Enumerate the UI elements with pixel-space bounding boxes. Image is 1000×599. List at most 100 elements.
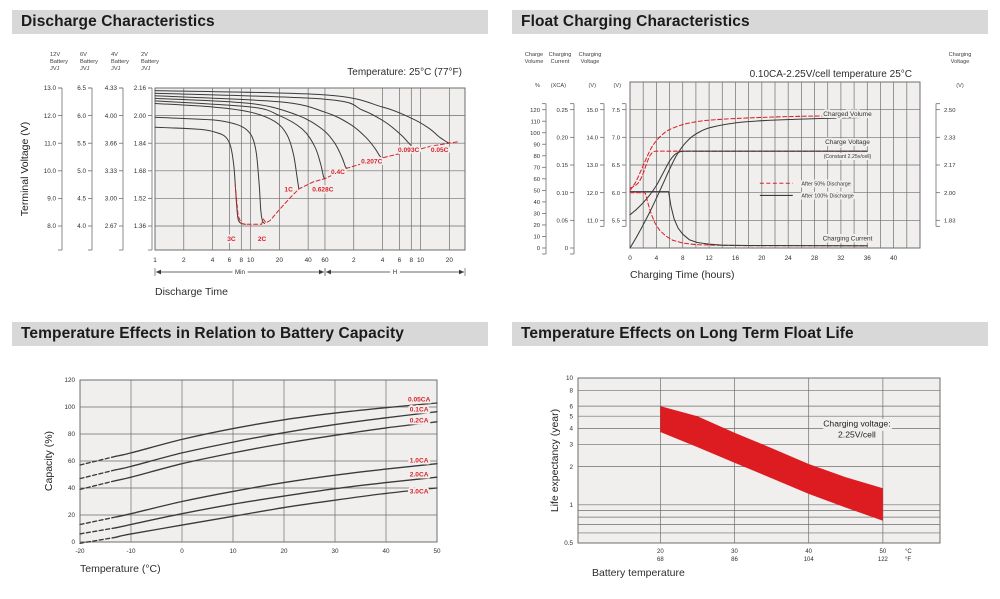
svg-text:10: 10 [229,548,237,555]
svg-text:5.0: 5.0 [77,168,86,175]
svg-text:32: 32 [837,255,845,262]
svg-text:(V): (V) [614,83,622,89]
float-charging-chart: Charged Volume Charge Voltage (Constant 2.… [525,52,972,281]
svg-text:-10: -10 [126,548,136,555]
svg-text:Charging Current: Charging Current [823,236,873,243]
svg-text:Battery temperature: Battery temperature [592,567,685,579]
svg-text:11.0: 11.0 [44,140,56,147]
svg-text:1.84: 1.84 [134,140,147,147]
svg-text:4: 4 [569,426,573,433]
section-title-temp-capacity: Temperature Effects in Relation to Batte… [12,322,488,346]
svg-text:5.5: 5.5 [77,140,86,147]
svg-text:Charging: Charging [949,52,972,58]
svg-text:Voltage: Voltage [581,59,600,65]
svg-text:Voltage: Voltage [951,59,970,65]
svg-text:6: 6 [228,257,232,264]
svg-text:10: 10 [247,257,255,264]
svg-text:0.05CA: 0.05CA [408,397,431,404]
svg-text:120: 120 [530,108,541,114]
svg-text:3.66: 3.66 [105,140,118,147]
svg-text:Charge Voltage: Charge Voltage [825,139,870,146]
svg-text:0: 0 [565,246,569,252]
svg-text:0.2CA: 0.2CA [410,418,429,425]
svg-text:20: 20 [276,257,284,264]
svg-text:Temperature (°C): Temperature (°C) [80,563,161,575]
svg-text:104: 104 [804,557,815,563]
svg-text:1: 1 [153,257,157,264]
svg-text:12.0: 12.0 [44,113,57,120]
svg-text:Battery: Battery [80,59,98,65]
svg-text:6.5: 6.5 [612,163,621,169]
svg-text:Current: Current [551,59,570,65]
svg-text:30: 30 [731,549,738,555]
svg-text:3.0CA: 3.0CA [410,488,429,495]
svg-text:20: 20 [280,548,288,555]
svg-text:7.0: 7.0 [612,136,621,142]
svg-text:(V): (V) [956,83,964,89]
svg-text:2: 2 [569,464,573,471]
svg-text:3.33: 3.33 [105,168,118,175]
svg-text:2.00: 2.00 [944,191,956,197]
svg-text:0.20: 0.20 [557,136,569,142]
svg-text:4V: 4V [111,52,118,58]
temp-capacity-chart: 0.05CA0.1CA0.2CA1.0CA2.0CA3.0CA120100806… [43,377,441,575]
svg-text:0.5: 0.5 [564,540,573,547]
svg-text:10: 10 [533,235,540,241]
svg-text:Battery: Battery [111,59,129,65]
svg-text:H: H [393,269,397,276]
svg-text:0.1CA: 0.1CA [410,407,429,414]
svg-text:0.4C: 0.4C [331,169,345,176]
svg-text:Min: Min [235,269,246,276]
section-title-float-charging: Float Charging Characteristics [512,10,988,34]
svg-text:JVJ: JVJ [141,66,151,72]
svg-text:2.0CA: 2.0CA [410,472,429,479]
svg-text:2.25V/cell: 2.25V/cell [838,429,876,439]
svg-text:(XCA): (XCA) [551,83,566,89]
svg-text:80: 80 [68,431,76,438]
svg-text:36: 36 [864,255,872,262]
svg-text:1.0CA: 1.0CA [410,457,429,464]
svg-text:122: 122 [878,557,889,563]
svg-text:0: 0 [628,255,632,262]
svg-text:8: 8 [681,255,685,262]
svg-text:JVJ: JVJ [50,66,60,72]
svg-text:120: 120 [64,377,75,384]
svg-text:4.00: 4.00 [105,113,118,120]
svg-text:2: 2 [182,257,186,264]
svg-text:40: 40 [382,548,390,555]
svg-text:3.00: 3.00 [105,196,118,203]
svg-text:0.093C: 0.093C [398,147,420,154]
section-title-discharge: Discharge Characteristics [12,10,488,34]
section-title-float-life: Temperature Effects on Long Term Float L… [512,322,988,346]
svg-text:30: 30 [533,212,540,218]
svg-text:40: 40 [68,485,76,492]
float-life-chart: Charging voltage:2.25V/cell1086543210.52… [549,375,941,579]
svg-text:68: 68 [657,557,664,563]
svg-text:6.5: 6.5 [77,85,86,92]
svg-text:JVJ: JVJ [80,66,90,72]
svg-text:Battery: Battery [141,59,159,65]
svg-text:100: 100 [64,404,75,411]
svg-text:0.207C: 0.207C [361,158,383,165]
svg-text:9.0: 9.0 [47,196,56,203]
svg-text:8: 8 [410,257,414,264]
svg-text:8.0: 8.0 [47,223,56,230]
svg-text:6: 6 [398,257,402,264]
svg-text:30: 30 [331,548,339,555]
svg-text:After 50% Discharge: After 50% Discharge [801,181,850,187]
svg-text:40: 40 [305,257,313,264]
svg-text:100: 100 [530,131,541,137]
svg-text:4.33: 4.33 [105,85,118,92]
svg-text:10.0: 10.0 [44,168,57,175]
svg-text:12.0: 12.0 [587,191,599,197]
svg-text:50: 50 [880,549,887,555]
svg-text:2.50: 2.50 [944,108,956,114]
svg-text:Charging: Charging [579,52,602,58]
svg-text:70: 70 [533,166,540,172]
svg-text:20: 20 [68,512,76,519]
svg-text:8: 8 [240,257,244,264]
svg-text:°C: °C [905,549,912,555]
svg-text:13.0: 13.0 [44,85,57,92]
svg-text:20: 20 [533,223,540,229]
